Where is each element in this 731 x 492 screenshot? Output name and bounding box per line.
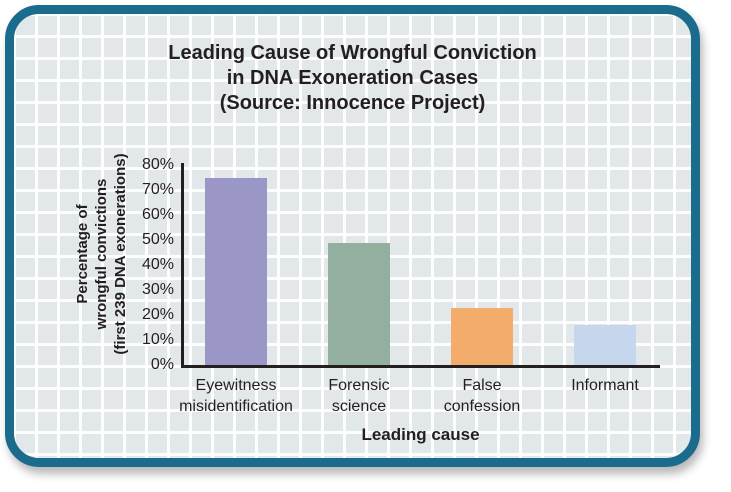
plot-area [184, 165, 657, 365]
y-tick-label-60: 60% [141, 206, 174, 223]
y-tick-label-20: 20% [141, 306, 174, 323]
bar-false-confession [451, 307, 513, 365]
chart-title: Leading Cause of Wrongful Conviction in … [168, 42, 537, 114]
bar-forensic-science [328, 242, 390, 365]
y-tick-label-70: 70% [141, 181, 174, 198]
y-tick-label-10: 10% [141, 331, 174, 348]
x-axis-line [181, 365, 660, 368]
x-axis-category-labels: Eyewitness misidentification Forensic sci… [179, 375, 657, 419]
x-label-false-confession: False confession [443, 377, 521, 415]
y-tick-label-40: 40% [141, 256, 174, 273]
y-axis-line [181, 163, 184, 368]
x-label-forensic-science: Forensic science [328, 377, 390, 415]
y-tick-label-50: 50% [141, 231, 174, 248]
x-label-eyewitness-misidentification: Eyewitness misidentification [179, 377, 293, 415]
y-tick-label-0: 0% [150, 356, 174, 373]
y-tick-label-80: 80% [141, 156, 174, 173]
bar-eyewitness-misidentification [205, 177, 267, 365]
x-label-informant: Informant [571, 377, 639, 394]
graph-paper-card: Leading Cause of Wrongful Conviction in … [5, 5, 700, 467]
bar-informant [574, 325, 636, 365]
y-tick-label-30: 30% [141, 281, 174, 298]
x-axis-title: Leading cause [361, 425, 480, 444]
y-axis-tick-labels: 0% 10% 20% 30% 40% 50% 60% 70% 80% [104, 156, 174, 373]
